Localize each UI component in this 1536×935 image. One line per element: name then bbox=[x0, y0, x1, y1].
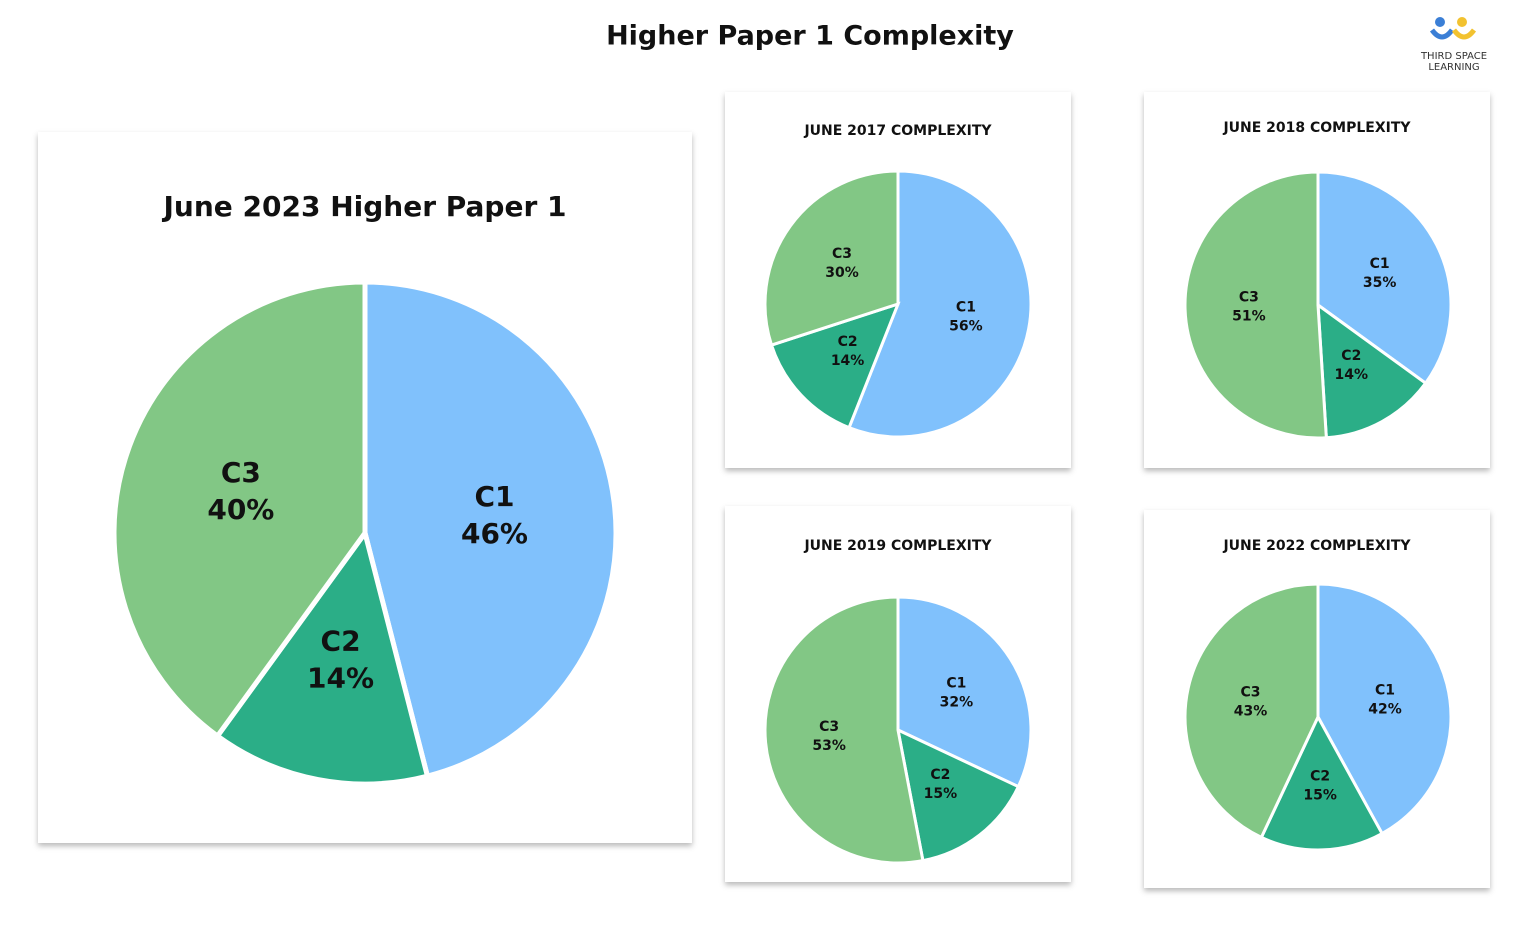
slice-category: C1 bbox=[474, 480, 514, 513]
slice-category: C1 bbox=[946, 675, 966, 691]
pie-chart: JUNE 2017 COMPLEXITY C1 56% C2 14% C3 30% bbox=[725, 92, 1071, 468]
slice-category: C3 bbox=[819, 719, 839, 735]
slice-value-label: 42% bbox=[1368, 701, 1402, 717]
pie-chart: June 2023 Higher Paper 1 C1 46% C2 14% C3 40% bbox=[38, 132, 692, 843]
slice-category: C3 bbox=[221, 456, 261, 489]
pie-slice bbox=[1316, 170, 1453, 386]
logo: THIRD SPACE LEARNING bbox=[1420, 17, 1487, 73]
slice-value-label: 40% bbox=[207, 493, 274, 526]
chart-title: JUNE 2022 COMPLEXITY bbox=[1222, 538, 1411, 554]
pie-slice bbox=[111, 279, 368, 740]
slice-value-label: 14% bbox=[307, 662, 374, 695]
slice-value-label: 56% bbox=[949, 318, 983, 334]
slice-category: C2 bbox=[838, 334, 858, 350]
slice-value-label: 14% bbox=[831, 353, 865, 369]
slice-category: C2 bbox=[930, 767, 950, 783]
pie-chart: JUNE 2022 COMPLEXITY C1 42% C2 15% C3 43% bbox=[1144, 510, 1490, 888]
slice-value-label: 35% bbox=[1363, 275, 1397, 291]
pie-slice bbox=[895, 727, 1021, 863]
pie-slice bbox=[1183, 170, 1328, 440]
pie-slice bbox=[1259, 713, 1385, 852]
slice-category: C3 bbox=[1240, 684, 1260, 700]
chart-title: JUNE 2017 COMPLEXITY bbox=[803, 123, 992, 139]
slice-category: C2 bbox=[1341, 348, 1361, 364]
slice-value-label: 32% bbox=[940, 694, 974, 710]
chart-title: JUNE 2018 COMPLEXITY bbox=[1222, 120, 1411, 136]
slice-category: C2 bbox=[1310, 769, 1330, 785]
pie-chart: JUNE 2019 COMPLEXITY C1 32% C2 15% C3 53% bbox=[725, 506, 1071, 882]
logo-text: THIRD SPACE bbox=[1420, 51, 1487, 62]
pie-slice bbox=[763, 169, 900, 347]
pie-slice bbox=[362, 279, 619, 780]
logo-text: LEARNING bbox=[1428, 62, 1479, 73]
pie-slice bbox=[1316, 301, 1428, 440]
pie-slice bbox=[847, 169, 1033, 439]
slice-category: C1 bbox=[956, 299, 976, 315]
pie-slice bbox=[763, 595, 925, 865]
slice-category: C1 bbox=[1375, 682, 1395, 698]
chart-title: June 2023 Higher Paper 1 bbox=[162, 190, 567, 223]
slice-category: C3 bbox=[1239, 290, 1259, 306]
chart-title: JUNE 2019 COMPLEXITY bbox=[803, 538, 992, 554]
slice-value-label: 46% bbox=[461, 517, 528, 550]
slice-value-label: 15% bbox=[1303, 788, 1337, 804]
pie-chart: JUNE 2018 COMPLEXITY C1 35% C2 14% C3 51% bbox=[1144, 92, 1490, 468]
slice-category: C2 bbox=[321, 625, 361, 658]
slice-category: C3 bbox=[832, 246, 852, 262]
pie-slice bbox=[1316, 582, 1453, 836]
page-title: Higher Paper 1 Complexity bbox=[606, 21, 1014, 52]
slice-value-label: 53% bbox=[812, 738, 846, 754]
slice-value-label: 30% bbox=[825, 265, 859, 281]
pie-slice bbox=[896, 595, 1033, 789]
pie-slice bbox=[213, 527, 431, 787]
slice-value-label: 14% bbox=[1335, 367, 1369, 383]
slice-value-label: 15% bbox=[924, 786, 958, 802]
pie-slice bbox=[1183, 582, 1320, 840]
slice-value-label: 51% bbox=[1232, 309, 1266, 325]
slice-category: C1 bbox=[1370, 256, 1390, 272]
slice-value-label: 43% bbox=[1234, 703, 1268, 719]
